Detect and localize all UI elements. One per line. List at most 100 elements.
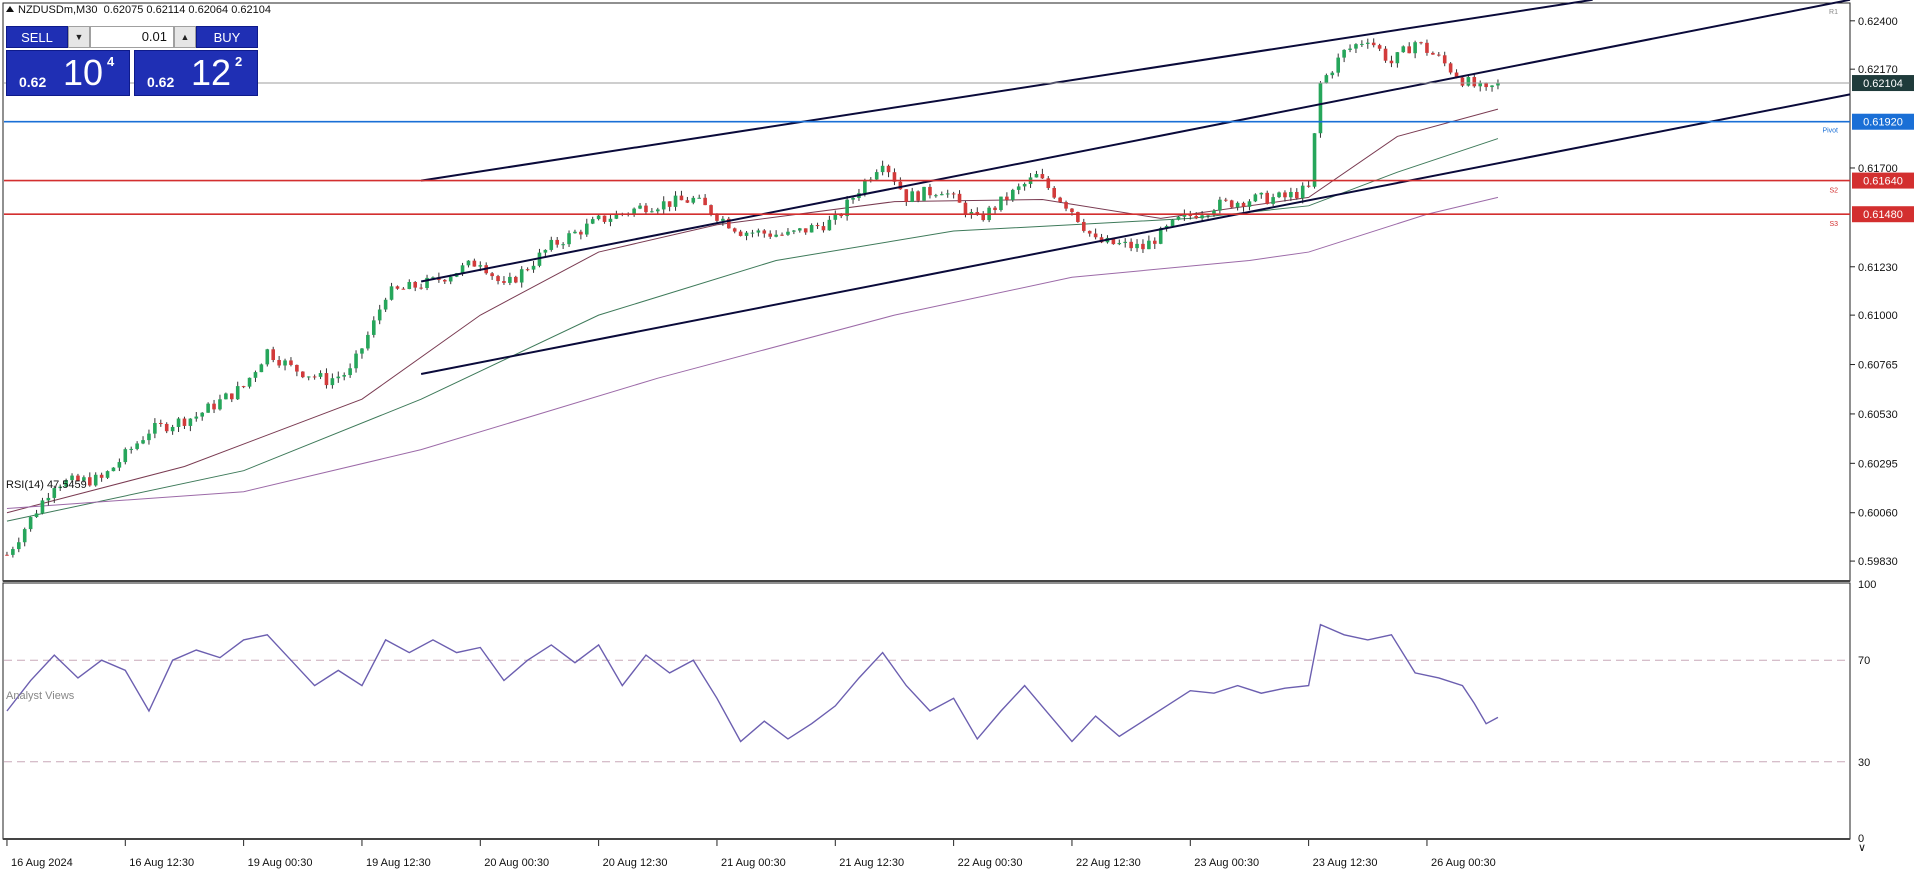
candle [993, 206, 997, 215]
candle-body [614, 213, 619, 219]
candle-body [188, 418, 193, 426]
candle-body [111, 467, 116, 472]
candle-body [425, 277, 429, 289]
candle-body [537, 252, 542, 266]
candle [934, 193, 938, 198]
candle-body [1460, 77, 1465, 86]
sell-button[interactable]: SELL [6, 26, 68, 48]
candle-body [1259, 192, 1264, 195]
candle-body [750, 232, 755, 234]
trendlines[interactable] [420, 0, 1851, 375]
candle-body [685, 200, 690, 203]
candle-body [1070, 208, 1074, 213]
candle-body [957, 193, 962, 203]
price-level-label: 0.62104 [1863, 78, 1903, 90]
candle [176, 417, 181, 433]
candle-body [632, 208, 636, 214]
price-level-badge [1852, 75, 1914, 92]
candle [1300, 182, 1305, 204]
candle-body [555, 239, 560, 245]
candle [815, 222, 820, 229]
candle [496, 274, 500, 285]
candle [667, 201, 672, 212]
candle-body [1330, 72, 1335, 76]
candle-body [945, 193, 950, 195]
time-tick-label: 19 Aug 00:30 [248, 857, 313, 869]
candle [1058, 196, 1062, 203]
candle-body [11, 549, 15, 555]
candle-body [567, 233, 571, 245]
lot-decrease-arrow-icon[interactable]: ▼ [68, 26, 90, 48]
sell-price-box[interactable]: 0.62 10 4 [6, 50, 130, 96]
candle-body [1247, 201, 1252, 207]
time-tick-label: 23 Aug 00:30 [1194, 857, 1259, 869]
candle-body [496, 276, 500, 282]
candle-body [1235, 202, 1240, 208]
candlesticks [5, 38, 1500, 558]
candle [117, 458, 122, 472]
candle [401, 287, 406, 290]
candle-body [176, 418, 181, 427]
candle [951, 191, 956, 199]
candle-body [123, 449, 128, 463]
analyst-views-label[interactable]: Analyst Views [6, 690, 75, 702]
candle-body [1407, 46, 1412, 54]
buy-button[interactable]: BUY [196, 26, 258, 48]
candle [1229, 199, 1234, 209]
candle-body [780, 234, 784, 236]
candle-body [792, 230, 796, 232]
candle [247, 377, 252, 389]
candle-body [1152, 240, 1157, 244]
candle-body [218, 399, 222, 410]
candle [880, 160, 885, 176]
candle-body [744, 232, 749, 236]
candle-body [928, 186, 932, 196]
candle [336, 371, 341, 383]
candle-body [472, 260, 477, 267]
collapse-triangle-icon[interactable] [6, 6, 14, 12]
candle [371, 316, 376, 338]
candle [508, 272, 512, 286]
candle-body [650, 211, 654, 213]
price-tick-label: 0.60060 [1858, 508, 1898, 520]
candle [1360, 40, 1364, 47]
candle-body [1123, 241, 1128, 243]
candle-body [1360, 43, 1364, 45]
candle-body [762, 230, 767, 234]
candle-body [52, 488, 57, 498]
candle [1342, 49, 1346, 63]
candle-body [543, 249, 548, 253]
candle-body [1206, 214, 1210, 216]
candle-body [1129, 241, 1133, 249]
candle-body [1401, 46, 1406, 53]
lot-increase-arrow-icon[interactable]: ▲ [174, 26, 196, 48]
candle [1052, 186, 1057, 199]
candle [1253, 193, 1258, 203]
candle [182, 416, 187, 430]
sell-price-big: 10 [63, 52, 104, 93]
candle [1460, 76, 1465, 88]
candle-body [460, 265, 465, 274]
candle-body [738, 231, 743, 236]
candle [442, 279, 447, 285]
buy-price-box[interactable]: 0.62 12 2 [134, 50, 258, 96]
candle-body [845, 199, 849, 217]
candle-body [1182, 213, 1187, 217]
moving-average-line-1 [6, 108, 1499, 514]
candle [1218, 196, 1222, 214]
candle-body [969, 212, 974, 215]
candle-body [1052, 187, 1057, 198]
candle [129, 446, 134, 454]
candle-body [241, 386, 246, 388]
moving-average-line-2 [6, 138, 1499, 522]
candle [354, 350, 358, 373]
candle-body [1324, 75, 1329, 83]
candle-body [1289, 191, 1293, 198]
symbol-header: NZDUSDm,M30 0.62075 0.62114 0.62064 0.62… [6, 4, 271, 16]
candle [253, 370, 258, 382]
lot-size-input[interactable]: 0.01 [90, 26, 174, 48]
candle [135, 441, 139, 451]
candle [407, 279, 412, 290]
